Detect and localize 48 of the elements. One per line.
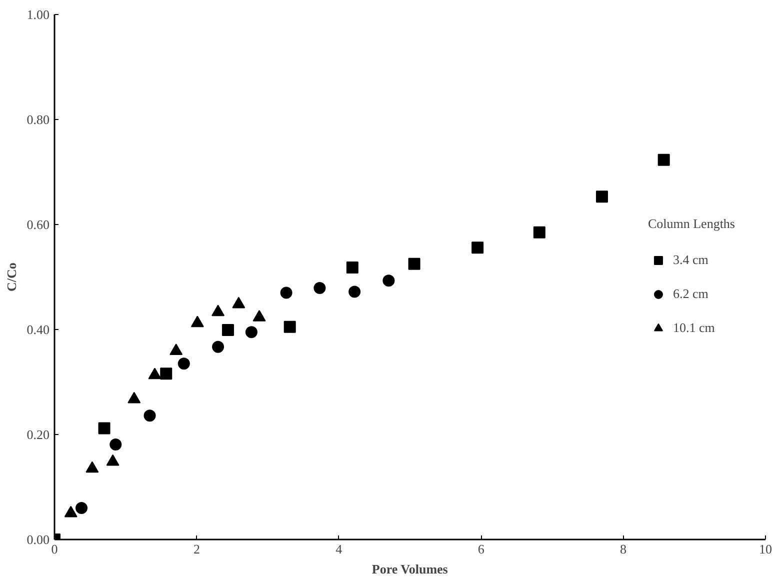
x-axis-title: Pore Volumes [372,562,448,576]
x-tick-label: 2 [193,542,200,556]
point [98,422,110,434]
point [222,324,234,336]
point [148,368,162,380]
point [382,274,395,287]
point [346,262,358,274]
legend-label: 3.4 cm [672,252,708,268]
point [252,310,266,322]
point [128,392,141,404]
legend-title: Column Lengths [648,216,735,232]
x-tick-label: 6 [478,542,485,556]
x-tick-label: 8 [620,542,627,556]
point [658,154,670,166]
point [408,258,420,270]
point [144,410,156,422]
y-axis-title: C/Co [4,262,19,292]
point [212,304,225,316]
point [76,502,88,514]
point [178,358,190,370]
point [86,461,99,473]
y-tick-label: 0.40 [26,322,50,337]
point [212,340,224,353]
point [190,316,204,328]
point [596,190,608,203]
y-tick-label: 0.60 [26,217,50,232]
y-tick-label: 0.00 [26,532,50,547]
y-tick-label: 1.00 [26,7,50,22]
x-tick-label: 4 [336,542,343,556]
point [280,286,292,299]
x-tick-label: 10 [759,542,772,556]
point [533,226,546,238]
point [245,326,258,338]
point [348,286,361,298]
y-tick-label: 0.20 [26,427,50,442]
point [160,368,172,380]
y-tick-label: 0.80 [26,112,50,127]
legend-label: 10.1 cm [672,320,715,336]
point [232,296,246,308]
point [106,454,120,466]
point [170,344,183,355]
x-tick-label: 0 [51,542,58,556]
point [314,282,326,294]
point [472,242,484,254]
point [284,320,296,333]
point [64,506,78,518]
legend-label: 6.2 cm [672,286,708,302]
point [110,438,122,450]
